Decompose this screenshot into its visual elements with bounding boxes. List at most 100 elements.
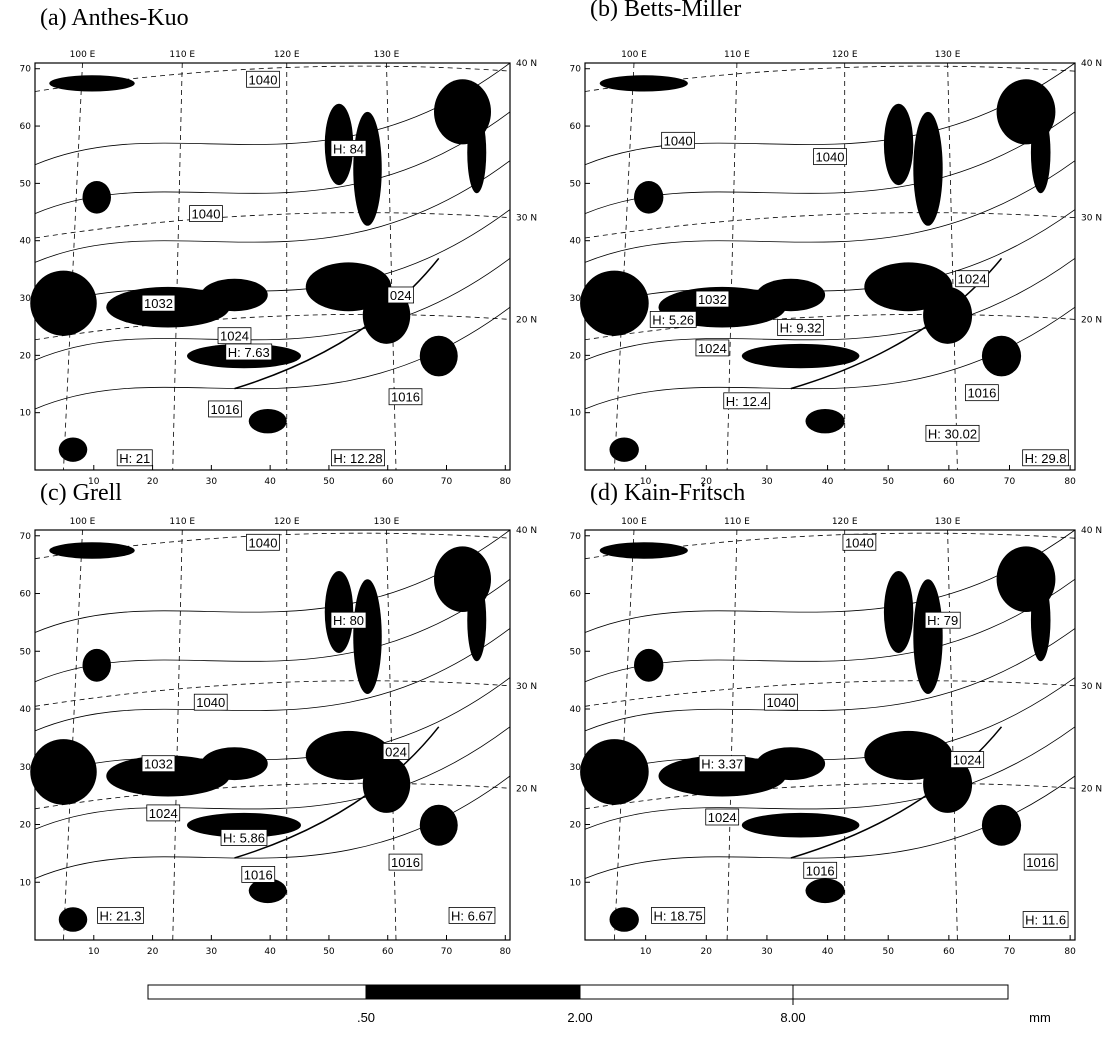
contour-label-box [141,294,176,312]
y-tick-label: 40 [20,237,32,247]
longitude-label: 100 E [70,517,96,527]
contour-label: 1040 [664,133,693,148]
latitude-label: 20 N [1081,784,1102,794]
contour-label: 024 [385,744,407,759]
contour-label-box [330,611,367,629]
panel-title: (d) Kain-Fritsch [590,480,745,506]
contour-label: 1024 [220,329,249,344]
colorbar-segment [579,984,794,1000]
meridian [63,62,83,471]
x-tick-label: 20 [147,947,159,957]
latitude-label: 30 N [516,682,537,692]
contour-label-box [649,311,697,328]
precipitation-area [599,542,688,559]
x-tick-label: 40 [822,477,834,487]
latitude-label: 40 N [1081,526,1102,536]
contour-label-box [246,533,280,551]
x-tick-label: 70 [1004,947,1016,957]
parallel [584,532,1076,560]
contour-label: H: 12.4 [726,394,768,409]
longitude-label: 130 E [374,50,400,60]
x-tick-label: 70 [441,477,453,487]
contour-label-box [925,424,980,442]
contour-label: H: 21 [119,451,150,466]
latitude-label: 30 N [516,214,537,224]
y-tick-label: 60 [570,590,582,600]
x-tick-label: 60 [382,477,394,487]
precipitation-area [419,804,458,846]
x-tick-label: 70 [441,947,453,957]
y-tick-label: 20 [20,821,32,831]
y-tick-label: 70 [20,532,32,542]
y-tick-label: 40 [20,705,32,715]
contour-label: 1016 [244,867,273,882]
y-tick-label: 70 [20,65,32,75]
contour-label-box [448,907,496,924]
contour-label-box [330,140,367,157]
contour-label-box [246,70,280,88]
precipitation-area [49,542,135,559]
contour-label-box [695,290,730,308]
y-tick-label: 40 [570,237,582,247]
contour-label: 1016 [967,386,996,401]
contour-label-box [661,131,695,149]
colorbar: .50 2.00 8.00 mm [147,984,1051,1025]
precipitation-area [30,270,97,336]
contour-label: 1040 [192,207,221,222]
longitude-label: 100 E [621,50,647,60]
contour-label-box [382,743,410,760]
precipitation-area [58,907,88,932]
y-tick-label: 50 [20,647,32,657]
front [234,726,440,859]
y-tick-label: 10 [570,878,582,888]
parallel [584,314,1076,341]
precipitation-area [30,739,97,805]
x-tick-label: 40 [264,947,276,957]
precipitation-area [49,75,135,92]
contour-label: 1040 [249,72,278,87]
isobar [584,726,1076,830]
longitude-label: 130 E [935,50,961,60]
contour-label: H: 80 [333,613,364,628]
x-tick-label: 30 [761,947,773,957]
contour-label: H: 11.6 [1025,913,1066,928]
x-tick-label: 80 [500,477,512,487]
contour-label-box [842,533,877,551]
y-tick-label: 60 [20,590,32,600]
contour-label-box [803,861,838,879]
map-panel: (a) Anthes-Kuo 10 20 30 40 50 60 70 80 10 20 30 40 50… [20,5,538,487]
y-tick-label: 70 [570,532,582,542]
precipitation-area [201,278,268,312]
y-tick-label: 30 [570,294,582,304]
front [234,257,440,390]
contour-label: 1032 [144,757,173,772]
longitude-label: 100 E [621,517,647,527]
precipitation-area [658,755,786,797]
panel-title: (b) Betts-Miller [590,0,741,22]
latitude-label: 20 N [516,315,537,325]
precipitation-area [362,755,411,813]
longitude-label: 110 E [724,517,750,527]
precipitation-area [741,812,860,838]
meridian [726,62,738,471]
x-tick-label: 80 [500,947,512,957]
contour-label: 024 [390,288,412,303]
precipitation-area [883,571,914,653]
contour-label: H: 6.67 [451,908,493,923]
y-tick-label: 20 [570,821,582,831]
precipitation-area [467,579,487,662]
isobar [584,160,1076,263]
contour-label-box [813,148,847,166]
contour-label-box [705,808,740,826]
contour-label: 1016 [806,863,835,878]
precipitation-area [805,878,845,904]
contour-label-box [1022,911,1069,928]
parallel [34,782,511,810]
isobar [34,160,511,263]
contour-label-box [141,755,176,773]
precipitation-area [805,408,845,434]
colorbar-unit: mm [1029,1010,1051,1025]
contour-label: 1016 [391,390,420,405]
precipitation-area [580,270,649,336]
precipitation-area [82,181,111,214]
